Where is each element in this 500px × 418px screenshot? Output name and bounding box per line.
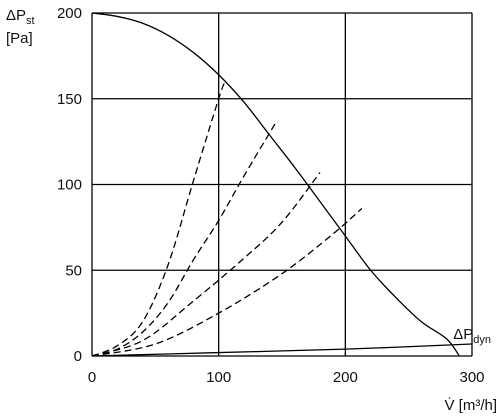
series-line-2	[91, 122, 277, 357]
series-line-0	[91, 12, 460, 357]
series-line-5	[91, 343, 473, 357]
x-axis-label: V̇ [m³/h]	[444, 397, 497, 414]
x-tick-label: 0	[88, 369, 96, 386]
y-axis-unit: [Pa]	[6, 30, 33, 47]
x-tick-label: 200	[333, 369, 358, 386]
y-axis-label-main: ΔP	[6, 7, 26, 24]
annotation-sub: dyn	[473, 334, 491, 346]
annotation-main: ΔP	[453, 326, 473, 343]
series-line-3	[91, 172, 321, 357]
grid	[91, 12, 473, 357]
series-line-1	[91, 81, 226, 357]
y-tick-label: 100	[57, 177, 82, 194]
tick-labels: 0 100 200 300 0 50 100 150 200	[57, 5, 485, 386]
y-tick-label: 150	[57, 91, 82, 108]
series-line-4	[91, 208, 363, 357]
x-tick-label: 300	[459, 369, 484, 386]
annotation-label-0: ΔPdyn	[453, 326, 491, 346]
annotations: ΔPdyn	[453, 326, 491, 346]
y-tick-label: 200	[57, 5, 82, 22]
y-tick-label: 50	[65, 262, 82, 279]
y-tick-label: 0	[74, 348, 82, 365]
y-axis-label-sub: st	[26, 15, 35, 27]
series-group	[91, 12, 473, 357]
y-axis-label: ΔPst	[6, 7, 35, 27]
x-tick-label: 100	[206, 369, 231, 386]
